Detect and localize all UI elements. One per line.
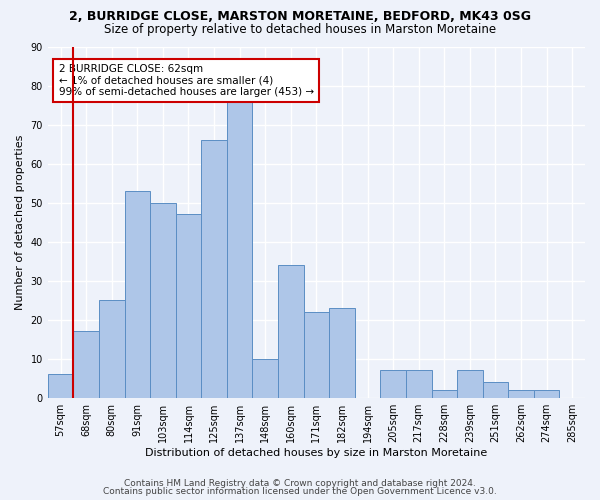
Text: 2, BURRIDGE CLOSE, MARSTON MORETAINE, BEDFORD, MK43 0SG: 2, BURRIDGE CLOSE, MARSTON MORETAINE, BE…	[69, 10, 531, 23]
Bar	[304, 312, 329, 398]
Bar	[150, 202, 176, 398]
Bar	[431, 390, 457, 398]
Bar	[380, 370, 406, 398]
Bar	[73, 332, 99, 398]
Text: 2 BURRIDGE CLOSE: 62sqm
← 1% of detached houses are smaller (4)
99% of semi-deta: 2 BURRIDGE CLOSE: 62sqm ← 1% of detached…	[59, 64, 314, 98]
Bar	[176, 214, 201, 398]
Bar	[482, 382, 508, 398]
Text: Contains HM Land Registry data © Crown copyright and database right 2024.: Contains HM Land Registry data © Crown c…	[124, 478, 476, 488]
Bar	[278, 265, 304, 398]
Bar	[48, 374, 73, 398]
Bar	[99, 300, 125, 398]
Bar	[406, 370, 431, 398]
Text: Contains public sector information licensed under the Open Government Licence v3: Contains public sector information licen…	[103, 487, 497, 496]
Y-axis label: Number of detached properties: Number of detached properties	[15, 134, 25, 310]
Bar	[329, 308, 355, 398]
Bar	[227, 101, 253, 398]
Bar	[253, 358, 278, 398]
Bar	[508, 390, 534, 398]
Bar	[534, 390, 559, 398]
Bar	[457, 370, 482, 398]
X-axis label: Distribution of detached houses by size in Marston Moretaine: Distribution of detached houses by size …	[145, 448, 488, 458]
Bar	[125, 191, 150, 398]
Text: Size of property relative to detached houses in Marston Moretaine: Size of property relative to detached ho…	[104, 22, 496, 36]
Bar	[201, 140, 227, 398]
